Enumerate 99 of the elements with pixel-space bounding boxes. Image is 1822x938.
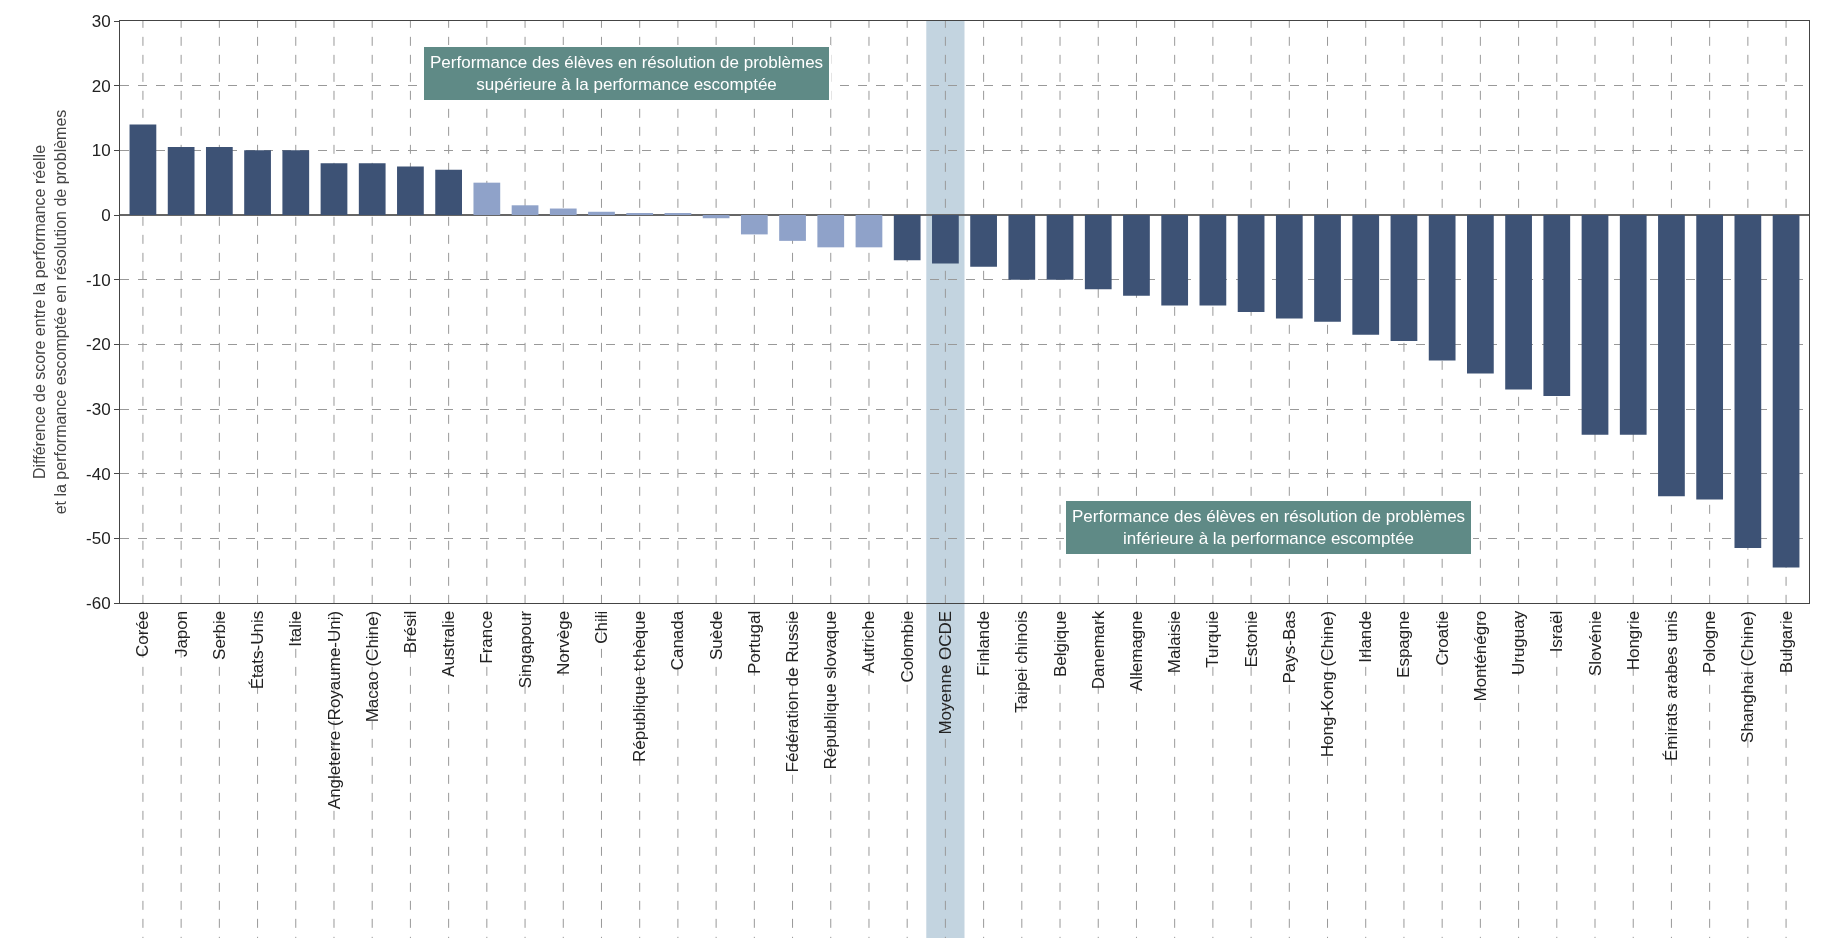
x-tick-label: Angleterre (Royaume-Uni)	[324, 610, 344, 810]
x-tick-label: Singapour	[515, 610, 535, 689]
x-tick-label: Corée	[133, 610, 153, 658]
bar	[1619, 215, 1647, 435]
x-tick-label: Bulgarie	[1776, 610, 1796, 674]
x-tick-label: Hong-Kong (Chine)	[1318, 610, 1338, 758]
y-tick-label: -30	[86, 399, 111, 419]
x-tick-label: République slovaque	[821, 610, 841, 770]
bar	[397, 166, 424, 215]
x-tick-label: États-Unis	[248, 610, 268, 690]
y-tick-label: -50	[86, 529, 111, 549]
y-tick-label: 30	[91, 11, 111, 31]
bar	[1199, 215, 1227, 306]
x-tick-label: Brésil	[400, 610, 420, 654]
x-tick-label: Hongrie	[1623, 610, 1643, 671]
x-tick-label: Croatie	[1432, 610, 1452, 666]
x-tick-label: Autriche	[859, 610, 879, 674]
bar	[435, 169, 462, 215]
x-tick-label: Italie	[286, 610, 306, 647]
bar	[1467, 215, 1494, 374]
x-tick-label: Moyenne OCDE	[935, 610, 955, 735]
bar	[1275, 215, 1303, 319]
x-tick-label: Monténégro	[1470, 610, 1490, 702]
bar	[893, 215, 921, 261]
bar	[779, 215, 806, 241]
bar	[473, 182, 501, 215]
x-tick-label: Émirats arabes unis	[1661, 610, 1681, 762]
x-tick-label: République tchèque	[630, 610, 650, 763]
x-tick-label: Espagne	[1394, 610, 1414, 678]
x-tick-label: Irlande	[1356, 610, 1376, 663]
x-tick-label: Allemagne	[1126, 610, 1146, 692]
x-tick-label: Portugal	[744, 610, 764, 675]
y-tick-label: -20	[86, 335, 111, 355]
x-tick-label: Serbie	[209, 610, 229, 660]
bar	[1772, 215, 1800, 568]
bar	[244, 150, 271, 215]
bar	[1505, 215, 1532, 390]
x-tick-label: Uruguay	[1509, 610, 1529, 676]
bar	[1734, 215, 1762, 549]
bar	[1696, 215, 1724, 500]
y-tick-label: 20	[91, 76, 111, 96]
bar	[1046, 215, 1074, 280]
bar	[1314, 215, 1341, 322]
bar	[1084, 215, 1112, 290]
bar	[1658, 215, 1685, 497]
x-tick-label: Australie	[439, 610, 459, 677]
x-tick-label: Slovénie	[1585, 610, 1605, 677]
bar	[702, 215, 730, 219]
x-tick-label: Pays-Bas	[1279, 610, 1299, 684]
x-tick-label: Belgique	[1050, 610, 1070, 677]
annotation: Performance des élèves en résolution de problèmes supérieure à la performance escomptée	[430, 53, 824, 95]
x-tick-label: Norvège	[553, 610, 573, 676]
bar	[1581, 215, 1609, 435]
x-tick-label: Turquie	[1203, 610, 1223, 668]
bar	[1390, 215, 1418, 342]
y-axis-title: Différence de score entre la performance réelle et la performance escomptée en résolution de problèmes	[31, 109, 69, 515]
bar	[817, 215, 845, 248]
bar	[282, 150, 310, 215]
x-tick-label: Finlande	[974, 610, 994, 677]
annotation: Performance des élèves en résolution de problèmes inférieure à la performance escomptée	[1072, 507, 1466, 549]
y-tick-label: -10	[86, 270, 111, 290]
x-tick-label: Israël	[1547, 610, 1567, 653]
x-tick-label: France	[477, 610, 497, 664]
bar	[1428, 215, 1456, 361]
bar	[1237, 215, 1265, 312]
bar	[167, 147, 195, 215]
x-tick-label: Pologne	[1700, 610, 1720, 674]
x-tick-label: Malaisie	[1165, 610, 1185, 674]
bar	[1543, 215, 1571, 397]
bar	[1161, 215, 1189, 306]
x-tick-label: Macao (Chine)	[362, 610, 382, 723]
bar	[129, 124, 157, 215]
x-tick-label: Canada	[668, 610, 688, 671]
bar	[511, 205, 539, 215]
x-tick-label: Chili	[592, 610, 612, 644]
y-tick-label: -60	[86, 593, 111, 613]
x-tick-label: Colombie	[897, 610, 917, 683]
x-tick-label: Japon	[171, 610, 191, 658]
bar	[1352, 215, 1380, 335]
x-tick-label: Danemark	[1088, 610, 1108, 690]
x-tick-label: Taipei chinois	[1012, 610, 1032, 713]
y-tick-label: -40	[86, 464, 111, 484]
x-tick-label: Shanghai (Chine)	[1738, 610, 1758, 744]
bar	[1008, 215, 1036, 280]
bar	[970, 215, 997, 267]
bar	[855, 215, 883, 248]
bar	[932, 215, 959, 264]
bar	[1123, 215, 1150, 296]
bar	[205, 147, 233, 215]
x-tick-label: Estonie	[1241, 610, 1261, 668]
bar	[588, 211, 615, 215]
bar	[549, 208, 577, 215]
bar	[320, 163, 348, 215]
y-tick-label: 10	[91, 141, 111, 161]
bar	[740, 215, 768, 235]
bar	[358, 163, 386, 215]
x-tick-label: Suède	[706, 610, 726, 660]
x-tick-label: Fédération de Russie	[783, 610, 803, 773]
y-tick-label: 0	[101, 205, 111, 225]
